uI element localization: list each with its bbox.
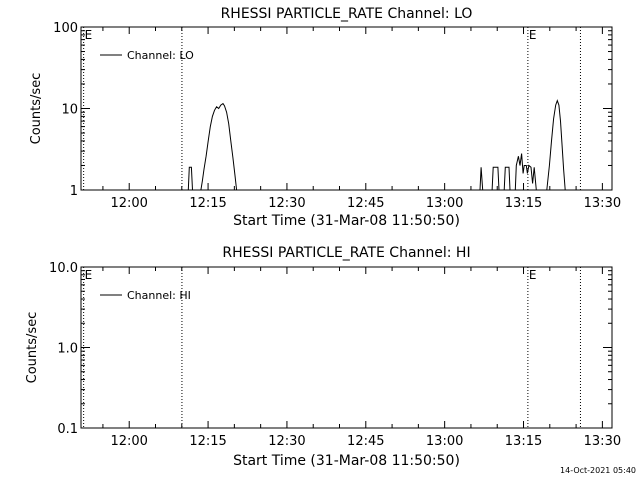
chart-title: RHESSI PARTICLE_RATE Channel: LO: [221, 6, 473, 22]
footer-timestamp: 14-Oct-2021 05:40: [560, 466, 636, 475]
x-tick-label: 13:00: [426, 196, 463, 211]
time-marker-label: E: [85, 28, 93, 42]
x-tick-label: 13:15: [505, 196, 542, 211]
x-tick-label: 12:30: [268, 196, 305, 211]
time-marker-label: E: [529, 28, 537, 42]
time-marker-label: E: [85, 268, 93, 282]
x-tick-label: 12:00: [110, 434, 147, 449]
chart-title: RHESSI PARTICLE_RATE Channel: HI: [222, 245, 470, 261]
chart-panel-0: RHESSI PARTICLE_RATE Channel: LO 12:00 12:…: [29, 6, 621, 229]
x-tick-label: 12:45: [347, 434, 384, 449]
y-tick-label: 1: [70, 184, 78, 199]
y-tick-label: 1.0: [57, 342, 78, 357]
x-tick-label: 13:30: [584, 434, 621, 449]
x-tick-label: 13:00: [426, 434, 463, 449]
x-tick-label: 12:45: [347, 196, 384, 211]
x-tick-label: 12:30: [268, 434, 305, 449]
y-tick-label: 100: [53, 21, 78, 36]
x-tick-label: 13:30: [584, 196, 621, 211]
chart-panel-1: RHESSI PARTICLE_RATE Channel: HI 12:00 12:…: [25, 245, 621, 469]
y-tick-label: 10: [61, 103, 78, 118]
legend-entry: Channel: HI: [127, 289, 191, 302]
y-axis-title: Counts/sec: [25, 312, 40, 384]
x-tick-label: 12:15: [189, 434, 226, 449]
y-tick-label: 10.0: [49, 261, 78, 276]
x-tick-label: 12:15: [189, 196, 226, 211]
series-line: [187, 99, 566, 191]
y-axis-title: Counts/sec: [29, 73, 44, 145]
x-tick-label: 13:15: [505, 434, 542, 449]
x-axis-title: Start Time (31-Mar-08 11:50:50): [233, 213, 460, 229]
y-tick-label: 0.1: [57, 422, 78, 437]
time-marker-label: E: [529, 268, 537, 282]
x-axis-title: Start Time (31-Mar-08 11:50:50): [233, 453, 460, 469]
legend-entry: Channel: LO: [127, 49, 194, 62]
x-tick-label: 12:00: [110, 196, 147, 211]
